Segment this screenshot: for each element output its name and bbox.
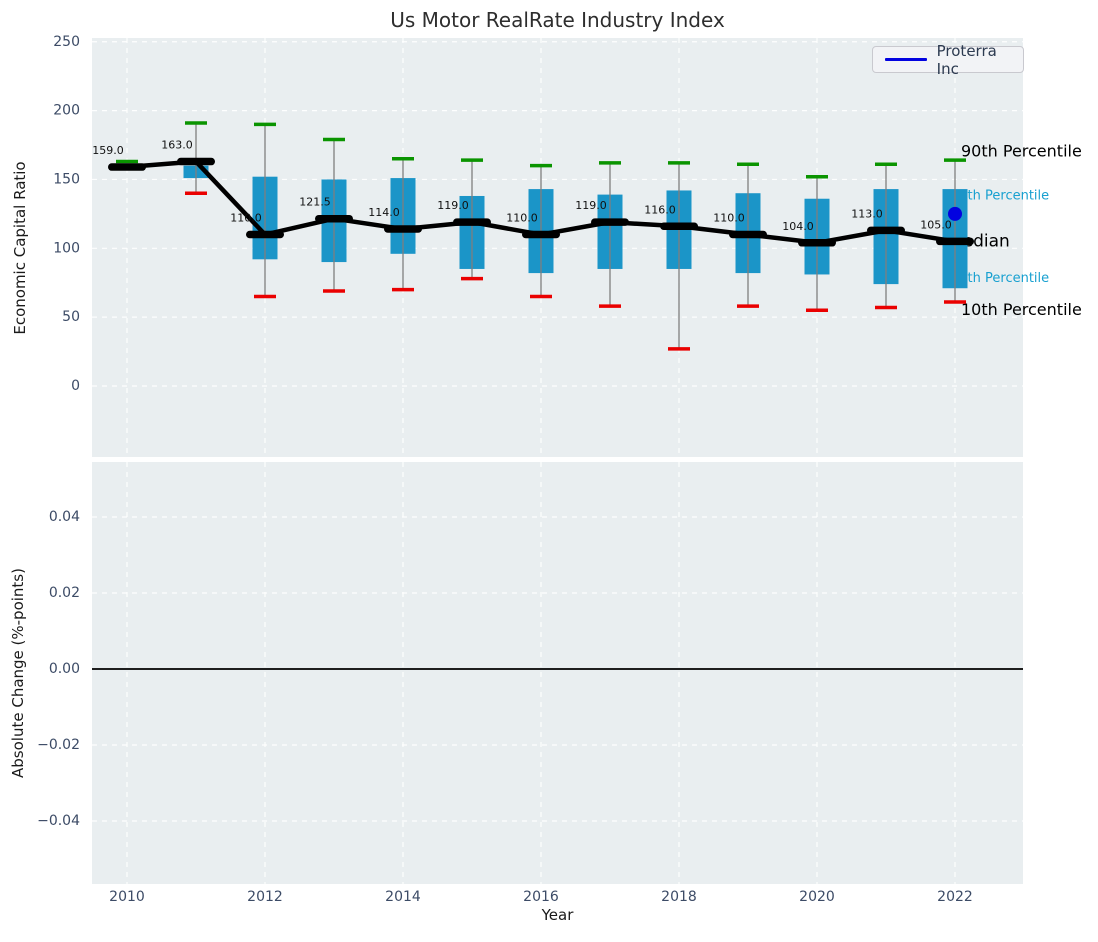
annotation-75th-percentile: 75th Percentile bbox=[951, 188, 1049, 203]
ytick-top-0: 0 bbox=[71, 378, 80, 394]
median-value-label-2012: 110.0 bbox=[230, 212, 262, 225]
median-value-label-2019: 110.0 bbox=[713, 212, 745, 225]
xtick-2018: 2018 bbox=[661, 889, 697, 905]
ytick-top-250: 250 bbox=[53, 34, 80, 50]
chart-title: Us Motor RealRate Industry Index bbox=[390, 8, 725, 32]
xtick-2016: 2016 bbox=[523, 889, 559, 905]
xtick-2010: 2010 bbox=[109, 889, 145, 905]
ytick-bottom-0.04: 0.04 bbox=[49, 509, 80, 525]
xtick-2014: 2014 bbox=[385, 889, 421, 905]
ytick-bottom-0.02: 0.02 bbox=[49, 585, 80, 601]
xtick-2012: 2012 bbox=[247, 889, 283, 905]
median-marker-2013 bbox=[315, 214, 353, 223]
median-value-label-2014: 114.0 bbox=[368, 206, 400, 219]
median-marker-2012 bbox=[246, 230, 284, 239]
proterra-point bbox=[948, 206, 962, 221]
median-marker-2011 bbox=[177, 157, 215, 166]
ytick-bottom-−0.04: −0.04 bbox=[37, 813, 80, 829]
ytick-top-200: 200 bbox=[53, 103, 80, 119]
median-value-label-2021: 113.0 bbox=[851, 207, 883, 220]
ytick-bottom-0.00: 0.00 bbox=[49, 661, 80, 677]
plot-area-bottom bbox=[92, 462, 1023, 884]
median-value-label-2015: 119.0 bbox=[437, 199, 469, 212]
legend-label: Proterra Inc bbox=[936, 41, 997, 78]
x-axis-label: Year bbox=[541, 906, 574, 924]
median-value-label-2017: 119.0 bbox=[575, 199, 607, 212]
legend: Proterra Inc bbox=[872, 42, 1024, 78]
median-marker-2022 bbox=[936, 237, 974, 246]
median-value-label-2013: 121.5 bbox=[299, 196, 331, 209]
ytick-top-100: 100 bbox=[53, 240, 80, 256]
annotation-90th-percentile: 90th Percentile bbox=[961, 141, 1082, 160]
median-value-label-2022: 105.0 bbox=[920, 218, 952, 231]
median-value-label-2016: 110.0 bbox=[506, 212, 538, 225]
median-marker-2015 bbox=[453, 218, 491, 226]
ytick-top-150: 150 bbox=[53, 171, 80, 187]
median-value-label-2010: 159.0 bbox=[92, 144, 124, 157]
median-marker-2020 bbox=[798, 239, 836, 247]
median-marker-2016 bbox=[522, 230, 560, 239]
legend-line-sample bbox=[885, 58, 927, 61]
ytick-top-50: 50 bbox=[62, 309, 80, 325]
median-marker-2017 bbox=[591, 218, 629, 226]
median-marker-2018 bbox=[660, 222, 698, 231]
median-marker-2021 bbox=[867, 226, 905, 235]
ytick-bottom-−0.02: −0.02 bbox=[37, 737, 80, 753]
annotation-10th-percentile: 10th Percentile bbox=[961, 300, 1082, 319]
median-marker-2014 bbox=[384, 225, 422, 233]
median-marker-2019 bbox=[729, 230, 767, 239]
xtick-2020: 2020 bbox=[799, 889, 835, 905]
median-marker-2010 bbox=[108, 163, 146, 171]
plot-area-top bbox=[92, 38, 1023, 457]
xtick-2022: 2022 bbox=[937, 889, 973, 905]
median-value-label-2011: 163.0 bbox=[161, 139, 193, 152]
median-value-label-2020: 104.0 bbox=[782, 220, 814, 233]
median-value-label-2018: 116.0 bbox=[644, 203, 676, 216]
annotation-25th-percentile: 25th Percentile bbox=[951, 271, 1049, 286]
